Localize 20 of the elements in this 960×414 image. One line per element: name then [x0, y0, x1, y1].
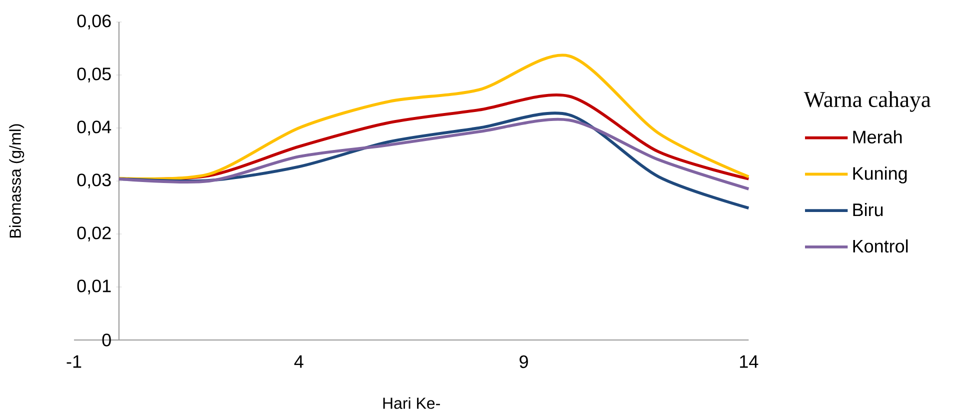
legend-label: Kuning	[853, 166, 907, 184]
x-tick-label: 4	[294, 355, 304, 368]
y-tick-label: 0,04	[77, 120, 112, 136]
legend-label: Kontrol	[853, 239, 908, 253]
y-tick-label: 0,03	[77, 174, 111, 188]
line-series	[118, 54, 750, 180]
y-tick-label: 0	[102, 334, 111, 346]
legend-title: Warna cahaya	[804, 91, 931, 112]
x-tick-label: 9	[520, 355, 528, 368]
legend-label: Merah	[853, 130, 902, 144]
y-tick-label: 0,05	[77, 68, 111, 82]
x-tick-label: -1	[66, 355, 82, 368]
y-tick-label: 0,01	[77, 280, 111, 294]
y-tick-label: 0,06	[77, 14, 111, 30]
y-axis-title: Biomassa (g/ml)	[9, 124, 24, 238]
legend-label: Biru	[853, 203, 883, 216]
line-series	[118, 118, 750, 190]
y-tick-label: 0,02	[77, 226, 111, 242]
x-axis-title: Hari Ke-	[383, 397, 440, 409]
x-tick-label: 14	[740, 355, 758, 368]
